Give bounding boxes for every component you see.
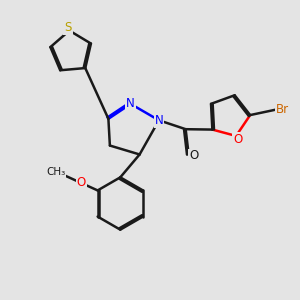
Text: O: O [233,133,242,146]
Text: N: N [126,98,135,110]
Text: O: O [77,176,86,190]
Text: O: O [189,149,199,162]
Text: N: N [154,114,163,127]
Text: S: S [64,21,72,34]
Text: Br: Br [276,103,290,116]
Text: CH₃: CH₃ [46,167,66,177]
